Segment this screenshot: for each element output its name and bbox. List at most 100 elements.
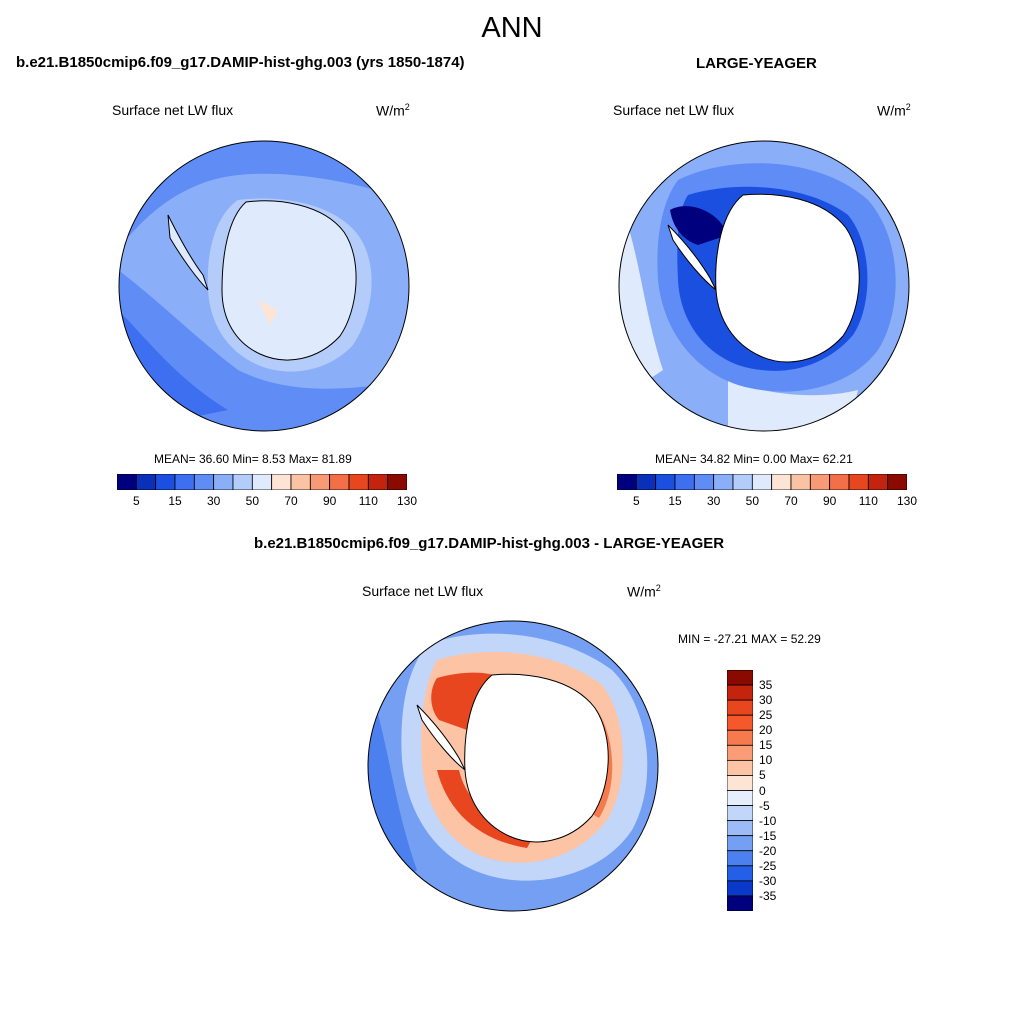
panel2-colorbar-tick-label: 110 <box>858 494 878 508</box>
diff-colorbar-tick-label: 35 <box>759 678 773 693</box>
diff-antarctica <box>464 673 609 843</box>
panel2-colorbar-box <box>751 474 773 490</box>
panel2-colorbar-tick-label: 15 <box>668 494 682 508</box>
panel2-colorbar-tick-label: 90 <box>822 494 837 508</box>
diff-colorbar-box <box>727 895 753 911</box>
panel2-colorbar-box <box>617 474 637 490</box>
diff-colorbar-tick-label: 10 <box>759 753 773 768</box>
panel1-colorbar-tick-label: 50 <box>245 494 259 508</box>
diff-colorbar-box <box>727 880 753 897</box>
panel1-colorbar-box <box>309 474 331 490</box>
panel1-colorbar-box <box>387 474 407 490</box>
panel1-colorbar-box <box>174 474 195 490</box>
panel2-colorbar-box <box>829 474 850 490</box>
panel2-map-border <box>618 140 910 432</box>
diff-colorbar-tick-label: -30 <box>759 873 777 888</box>
diff-units: W/m2 <box>627 583 661 600</box>
panel2-colorbar-box <box>655 474 676 490</box>
panel2-colorbar-box <box>867 474 889 490</box>
diff-colorbar-box <box>727 684 753 701</box>
diff-colorbar-box <box>727 670 753 686</box>
panel1-map-border <box>118 140 410 432</box>
panel2-polar-map <box>618 140 910 432</box>
diff-colorbar-box <box>727 759 753 776</box>
diff-colorbar <box>727 670 753 911</box>
panel1-band-north <box>119 141 409 250</box>
panel2-colorbar-tick-label: 70 <box>784 494 798 508</box>
diff-colorbar-tick-label: 20 <box>759 723 773 738</box>
diff-colorbar-box <box>727 790 753 806</box>
panel1-colorbar-tick-label: 15 <box>168 494 182 508</box>
panel2-colorbar-box <box>674 474 695 490</box>
panel1-warm-spot <box>258 300 278 325</box>
diff-colorbar-tick-label: -20 <box>759 843 777 858</box>
diff-colorbar-box <box>727 835 753 852</box>
panel2-colorbar-box <box>693 474 715 490</box>
panel1-colorbar-box <box>232 474 253 490</box>
panel2-colorbar <box>617 474 907 490</box>
panel1-colorbar-tick-label: 90 <box>322 494 337 508</box>
panel2-colorbar-ticks: 5 15 30 50 70 90 110 130 <box>617 494 917 510</box>
diff-colorbar-box <box>727 850 753 867</box>
panel1-colorbar-tick-label: 70 <box>284 494 298 508</box>
panel2-stats: MEAN= 34.82 Min= 0.00 Max= 62.21 <box>655 452 853 466</box>
panel1-colorbar-box <box>251 474 273 490</box>
panel2-colorbar-tick-label: 130 <box>896 494 918 508</box>
diff-peninsula <box>416 704 466 771</box>
diff-colorbar-box <box>727 699 753 716</box>
diff-stats: MIN = -27.21 MAX = 52.29 <box>678 632 821 646</box>
panel1-colorbar-box <box>193 474 215 490</box>
panel2-colorbar-tick-label: 30 <box>706 494 721 508</box>
panel2-colorbar-box <box>635 474 657 490</box>
diff-colorbar-box <box>727 714 753 731</box>
panel2-variable: Surface net LW flux <box>613 102 735 118</box>
diff-polar-map <box>367 620 659 912</box>
diff-colorbar-tick-label: -15 <box>759 828 777 843</box>
panel1-stats: MEAN= 36.60 Min= 8.53 Max= 81.89 <box>154 452 352 466</box>
diff-colorbar-tick-label: 30 <box>759 693 773 708</box>
diff-colorbar-tick-label: -5 <box>759 798 770 813</box>
panel2-colorbar-tick-label: 50 <box>745 494 759 508</box>
panel2-title: LARGE-YEAGER <box>696 55 817 72</box>
panel1-units: W/m2 <box>376 102 410 119</box>
diff-colorbar-tick-label: -10 <box>759 813 777 828</box>
panel2-colorbar-box <box>848 474 869 490</box>
panel2-colorbar-tick-label: 5 <box>632 494 640 508</box>
panel2-colorbar-box <box>732 474 753 490</box>
panel1-colorbar-box <box>213 474 234 490</box>
panel1-colorbar-box <box>117 474 137 490</box>
diff-colorbar-tick-label: 15 <box>759 738 773 753</box>
panel2-colorbar-box <box>887 474 907 490</box>
panel1-polar-map <box>118 140 410 432</box>
diff-colorbar-tick-label: 0 <box>759 783 766 798</box>
panel1-antarctica <box>221 200 357 361</box>
panel1-peninsula <box>167 214 209 291</box>
panel2-colorbar-box <box>790 474 811 490</box>
panel1-title: b.e21.B1850cmip6.f09_g17.DAMIP-hist-ghg.… <box>16 54 465 71</box>
panel1-colorbar <box>117 474 407 490</box>
diff-title: b.e21.B1850cmip6.f09_g17.DAMIP-hist-ghg.… <box>254 535 725 552</box>
panel2-antarctica <box>715 193 860 363</box>
diff-map-border <box>367 620 659 912</box>
diff-colorbar-box <box>727 729 753 746</box>
panel2-colorbar-box <box>771 474 792 490</box>
panel1-colorbar-box <box>367 474 389 490</box>
panel1-colorbar-box <box>271 474 292 490</box>
main-title: ANN <box>481 12 543 44</box>
diff-colorbar-box <box>727 775 753 791</box>
diff-variable: Surface net LW flux <box>362 583 484 599</box>
diff-colorbar-tick-label: 25 <box>759 708 773 723</box>
panel2-colorbar-box <box>809 474 831 490</box>
panel1-colorbar-box <box>155 474 176 490</box>
panel2-peninsula <box>667 224 717 291</box>
panel1-colorbar-box <box>348 474 369 490</box>
panel2-colorbar-box <box>713 474 734 490</box>
diff-colorbar-ticks: 35 30 25 20 15 10 5 0 -5 -10 -15 -20 -25 -30 -35 <box>759 670 799 911</box>
panel1-colorbar-box <box>329 474 350 490</box>
panel1-variable: Surface net LW flux <box>112 102 234 118</box>
panel1-colorbar-box <box>135 474 157 490</box>
panel1-colorbar-ticks: 5 15 30 50 70 90 110 130 <box>117 494 417 510</box>
diff-colorbar-tick-label: 5 <box>759 768 766 783</box>
panel1-colorbar-tick-label: 130 <box>396 494 418 508</box>
diff-colorbar-box <box>727 744 753 761</box>
